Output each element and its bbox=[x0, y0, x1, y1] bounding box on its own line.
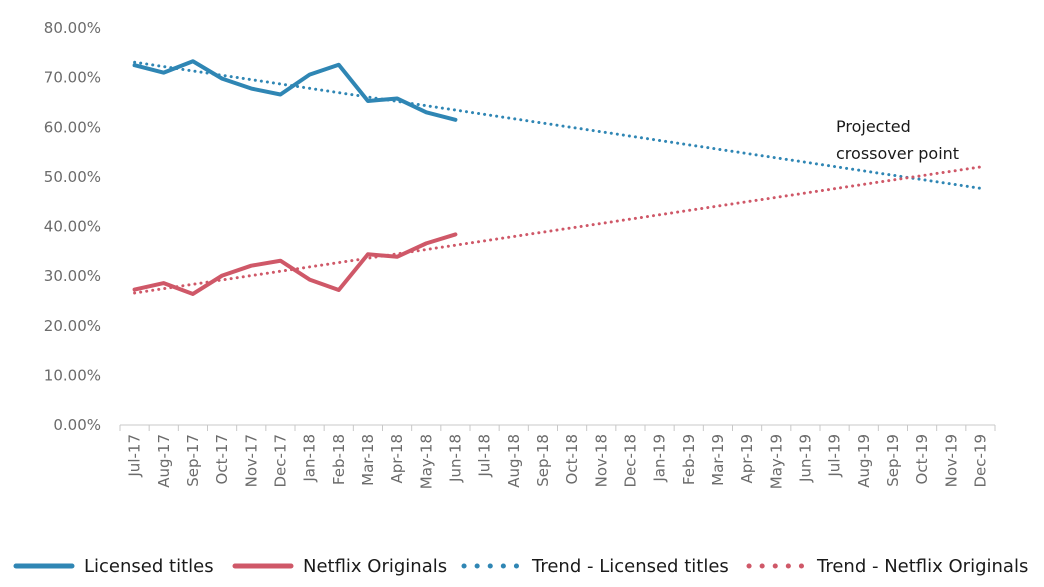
x-tick-label: Dec-18 bbox=[621, 434, 639, 488]
x-tick-label: Oct-19 bbox=[913, 434, 931, 484]
y-tick-label: 70.00% bbox=[44, 69, 101, 87]
y-tick-label: 80.00% bbox=[44, 19, 101, 37]
x-tick-label: Nov-18 bbox=[592, 434, 610, 487]
y-tick-label: 0.00% bbox=[53, 416, 101, 434]
y-tick-label: 20.00% bbox=[44, 317, 101, 335]
x-tick-label: Mar-18 bbox=[359, 434, 377, 486]
trend-line-3 bbox=[133, 165, 982, 295]
y-tick-label: 50.00% bbox=[44, 168, 101, 186]
x-tick-label: Aug-17 bbox=[155, 434, 173, 488]
series-line-1 bbox=[132, 232, 458, 296]
x-tick-label: Oct-17 bbox=[213, 434, 231, 484]
x-tick-label: May-18 bbox=[417, 434, 435, 489]
x-tick-label: Dec-17 bbox=[271, 434, 289, 488]
x-tick-label: Apr-19 bbox=[738, 434, 756, 484]
series-layer bbox=[132, 59, 982, 296]
x-tick-label: Jun-18 bbox=[446, 434, 464, 483]
x-axis: Jul-17 Aug-17 Sep-17 Oct-17 Nov-17 Dec-17 Jan-… bbox=[119, 424, 996, 489]
series-line-0 bbox=[132, 59, 458, 122]
y-axis: 0.00% 10.00% 20.00% 30.00% 40.00% 50.00% 60.00… bbox=[44, 19, 101, 434]
x-tick-label: Sep-19 bbox=[884, 434, 902, 487]
y-tick-label: 60.00% bbox=[44, 118, 101, 136]
x-tick-label: Jul-17 bbox=[126, 434, 144, 478]
x-tick-label: Aug-19 bbox=[855, 434, 873, 488]
annotation-line-2: crossover point bbox=[836, 144, 959, 163]
y-tick-label: 40.00% bbox=[44, 218, 101, 236]
x-tick-label: Jul-19 bbox=[826, 434, 844, 478]
trend-line-2 bbox=[133, 60, 982, 190]
x-tick-label: Jul-18 bbox=[476, 434, 494, 478]
annotation-layer: Projected crossover point bbox=[836, 117, 959, 163]
x-tick-label: Nov-19 bbox=[942, 434, 960, 487]
x-tick-label: Mar-19 bbox=[709, 434, 727, 486]
x-tick-label: Jan-18 bbox=[301, 434, 319, 483]
x-tick-label: May-19 bbox=[767, 434, 785, 489]
y-tick-label: 10.00% bbox=[44, 366, 101, 384]
legend-label-0: Licensed titles bbox=[84, 556, 214, 577]
x-tick-label: Feb-18 bbox=[330, 434, 348, 485]
x-tick-label: Jun-19 bbox=[796, 434, 814, 483]
y-tick-label: 30.00% bbox=[44, 267, 101, 285]
x-tick-label: Sep-18 bbox=[534, 434, 552, 487]
legend-label-2: Trend - Licensed titles bbox=[531, 556, 729, 577]
annotation-line-1: Projected bbox=[836, 117, 911, 136]
x-tick-label: Aug-18 bbox=[505, 434, 523, 488]
x-tick-label: Dec-19 bbox=[971, 434, 989, 488]
x-tick-label: Nov-17 bbox=[242, 434, 260, 487]
x-tick-label: Feb-19 bbox=[680, 434, 698, 485]
legend-label-1: Netflix Originals bbox=[303, 556, 447, 577]
x-tick-label: Apr-18 bbox=[388, 434, 406, 484]
x-tick-label: Jan-19 bbox=[651, 434, 669, 483]
legend: Licensed titles Netflix Originals Trend - … bbox=[13, 556, 1028, 577]
x-tick-label: Sep-17 bbox=[184, 434, 202, 487]
x-tick-label: Oct-18 bbox=[563, 434, 581, 484]
legend-label-3: Trend - Netflix Originals bbox=[816, 556, 1028, 577]
